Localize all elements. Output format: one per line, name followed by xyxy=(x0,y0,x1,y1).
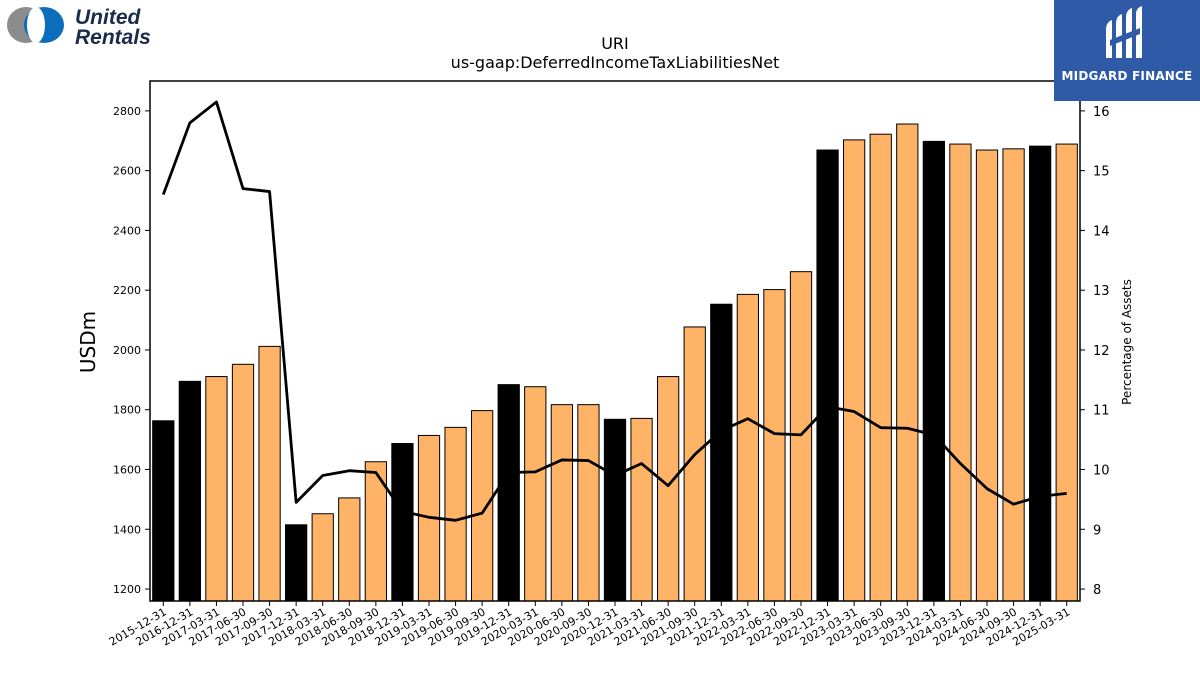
bar-2024-06-30 xyxy=(975,149,999,602)
y-tick-label: 1800 xyxy=(113,404,141,417)
bar-series xyxy=(152,123,1078,602)
chart-title: URI xyxy=(601,34,629,53)
bar-2023-12-31 xyxy=(922,140,945,602)
united-rentals-logo-mark xyxy=(7,7,64,43)
y-tick-label: 1200 xyxy=(113,583,141,596)
bar-2020-12-31 xyxy=(603,418,627,602)
bar-2017-12-31 xyxy=(285,524,308,602)
bar-2020-06-30 xyxy=(550,404,573,602)
bar-2018-06-30 xyxy=(338,497,361,602)
bar-2016-12-31 xyxy=(178,380,201,602)
y-tick-label: 2600 xyxy=(113,165,141,178)
y2-tick-label: 8 xyxy=(1093,583,1101,598)
bar-2022-12-31 xyxy=(816,149,839,602)
left-axis: 1200 1400 1600 1800 2000 2200 2400 2600 2800 xyxy=(113,105,150,596)
bar-2022-03-31 xyxy=(736,293,759,602)
y2-tick-label: 13 xyxy=(1093,284,1110,299)
bar-2024-03-31 xyxy=(949,143,972,602)
bar-2024-09-30 xyxy=(1002,148,1025,602)
bar-2023-09-30 xyxy=(896,123,919,602)
bar-2023-06-30 xyxy=(869,133,892,602)
bar-2025-03-31 xyxy=(1055,143,1078,602)
y-tick-label: 2000 xyxy=(113,344,141,357)
bar-2017-09-30 xyxy=(258,345,281,602)
chart-subtitle: us-gaap:DeferredIncomeTaxLiabilitiesNet xyxy=(451,53,780,72)
percentage-line xyxy=(161,100,1067,522)
y2-tick-label: 16 xyxy=(1093,105,1110,120)
y2-tick-label: 15 xyxy=(1093,165,1110,180)
midgard-finance-wordmark: MIDGARD FINANCE xyxy=(1061,69,1193,83)
bar-2022-09-30 xyxy=(789,271,813,602)
y-tick-label: 1600 xyxy=(113,464,141,477)
bar-2017-03-31 xyxy=(205,376,228,602)
bar-2020-03-31 xyxy=(524,386,547,602)
line-series xyxy=(161,100,1067,522)
y-axis-label: USDm xyxy=(76,311,100,373)
brand-line-1: United xyxy=(75,6,141,29)
midgard-finance-logo: MIDGARD FINANCE xyxy=(1054,0,1200,101)
bar-2018-12-31 xyxy=(391,443,414,602)
right-axis: 8 9 10 11 12 13 14 15 16 xyxy=(1080,105,1110,598)
bar-2021-06-30 xyxy=(657,376,680,602)
bar-2019-12-31 xyxy=(497,384,520,602)
y2-axis-label: Percentage of Assets xyxy=(1120,279,1134,405)
bar-2020-09-30 xyxy=(577,404,600,602)
brand-line-2: Rentals xyxy=(75,26,151,49)
bar-2021-12-31 xyxy=(710,303,733,602)
united-rentals-logo: United Rentals xyxy=(6,4,166,48)
y-tick-label: 2800 xyxy=(113,105,141,118)
x-axis: 2015-12-312016-12-312017-03-312017-06-30… xyxy=(107,601,1072,649)
y-tick-label: 2400 xyxy=(113,224,141,237)
bar-2023-03-31 xyxy=(843,139,866,602)
y2-tick-label: 14 xyxy=(1093,224,1110,239)
midgard-finance-logo-mark xyxy=(1106,6,1142,58)
y2-tick-label: 10 xyxy=(1093,464,1110,479)
bar-2015-12-31 xyxy=(152,420,175,602)
y2-tick-label: 11 xyxy=(1093,404,1110,419)
y-tick-label: 1400 xyxy=(113,523,141,536)
bar-2018-03-31 xyxy=(311,513,334,602)
bar-2019-06-30 xyxy=(444,426,467,602)
y2-tick-label: 9 xyxy=(1093,523,1101,538)
y-tick-label: 2200 xyxy=(113,284,141,297)
bar-2021-03-31 xyxy=(630,417,653,602)
bar-2024-12-31 xyxy=(1029,145,1052,602)
bar-2022-06-30 xyxy=(763,289,786,602)
bar-2019-09-30 xyxy=(471,410,494,602)
bar-2017-06-30 xyxy=(231,363,255,602)
united-rentals-wordmark: United Rentals xyxy=(75,6,151,49)
y2-tick-label: 12 xyxy=(1093,344,1110,359)
